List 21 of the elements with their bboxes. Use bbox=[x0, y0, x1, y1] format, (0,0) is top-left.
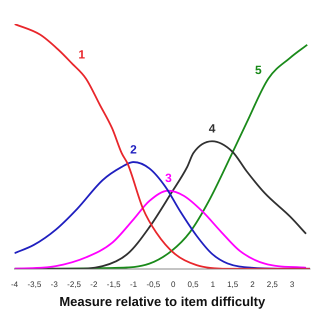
x-tick-label: 0 bbox=[170, 280, 176, 289]
x-tick-label: 1,5 bbox=[227, 280, 239, 289]
x-tick-label: -2 bbox=[90, 280, 98, 289]
series-label: 2 bbox=[130, 142, 138, 156]
x-tick-label: -3,5 bbox=[27, 280, 42, 289]
x-tick-label: -2,5 bbox=[67, 280, 82, 289]
x-axis-title: Measure relative to item difficulty bbox=[59, 294, 266, 309]
series-label: 3 bbox=[165, 171, 172, 186]
x-tick-label: 1 bbox=[210, 280, 216, 289]
x-tick-label: -4 bbox=[10, 280, 19, 289]
series-label: 5 bbox=[255, 62, 262, 77]
series-label: 1 bbox=[78, 47, 86, 62]
x-tick-label: -0,5 bbox=[146, 280, 161, 289]
series-label: 4 bbox=[208, 122, 216, 136]
x-tick-label: -1 bbox=[130, 280, 138, 289]
x-tick-label: 3 bbox=[290, 280, 295, 289]
x-tick-label: 0,5 bbox=[187, 280, 200, 289]
x-tick-label: -1,5 bbox=[106, 280, 122, 289]
x-tick-label: 2,5 bbox=[266, 280, 278, 289]
x-tick-label: -3 bbox=[50, 280, 58, 289]
x-tick-label: 2 bbox=[250, 280, 256, 289]
